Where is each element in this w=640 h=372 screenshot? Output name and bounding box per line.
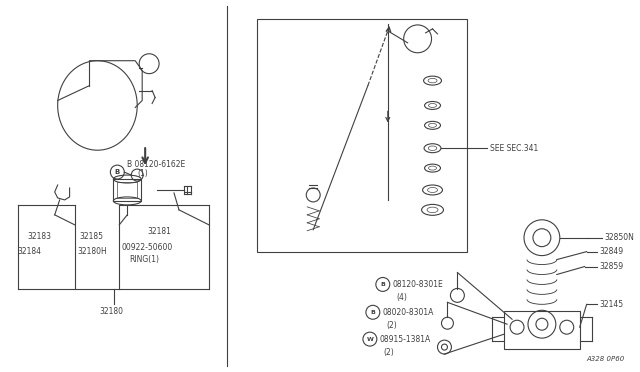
Text: A328 0P60: A328 0P60	[586, 356, 625, 362]
Text: RING(1): RING(1)	[129, 255, 159, 264]
Text: 32185: 32185	[79, 232, 104, 241]
Text: 32859: 32859	[600, 262, 624, 271]
Text: SEE SEC.341: SEE SEC.341	[490, 144, 538, 153]
Bar	[117, 182, 137, 198]
Text: 32850N: 32850N	[605, 233, 634, 242]
Text: 00922-50600: 00922-50600	[122, 243, 173, 252]
Text: 32183: 32183	[28, 232, 52, 241]
Text: (4): (4)	[397, 293, 408, 302]
Text: 32849: 32849	[600, 247, 624, 256]
Text: B: B	[380, 282, 385, 287]
Text: (2): (2)	[384, 347, 394, 356]
Text: 08120-8301E: 08120-8301E	[393, 280, 444, 289]
Text: B: B	[115, 169, 120, 175]
Text: B: B	[371, 310, 375, 315]
Text: (2): (2)	[387, 321, 397, 330]
Bar	[504, 311, 580, 349]
Text: 08020-8301A: 08020-8301A	[383, 308, 434, 317]
Text: 32184: 32184	[18, 247, 42, 256]
Text: (1): (1)	[137, 169, 148, 177]
Text: 32180: 32180	[99, 307, 124, 316]
Text: 32181: 32181	[147, 227, 171, 236]
Text: B 08120-6162E: B 08120-6162E	[127, 160, 186, 169]
Text: 32180H: 32180H	[77, 247, 108, 256]
Text: 08915-1381A: 08915-1381A	[380, 335, 431, 344]
Bar	[113, 179, 141, 201]
Bar	[257, 19, 467, 251]
Text: 32145: 32145	[600, 300, 624, 309]
Text: W: W	[367, 337, 373, 341]
